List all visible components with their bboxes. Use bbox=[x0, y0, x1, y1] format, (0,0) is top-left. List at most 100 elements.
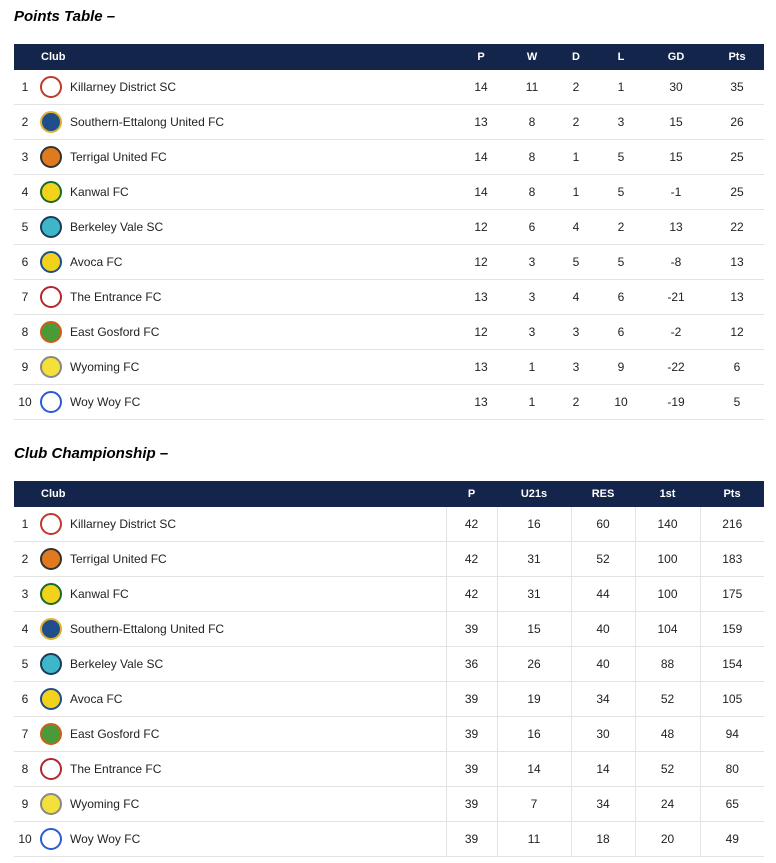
table-row: 1 Killarney District SC 14 11 2 1 30 35 bbox=[14, 70, 765, 105]
club-name: Terrigal United FC bbox=[70, 150, 167, 164]
stat: 154 bbox=[699, 646, 765, 682]
rank: 6 bbox=[14, 681, 36, 717]
column-header: RES bbox=[571, 481, 636, 507]
table-row: 10 Woy Woy FC 13 1 2 10 -19 5 bbox=[14, 384, 765, 420]
club-logo bbox=[40, 146, 62, 168]
stat: 216 bbox=[699, 507, 765, 542]
stat: 8 bbox=[512, 174, 553, 210]
club-name: Woy Woy FC bbox=[70, 832, 141, 846]
club-cell: Southern-Ettalong United FC bbox=[36, 611, 447, 647]
rank: 10 bbox=[14, 384, 36, 420]
club-logo bbox=[40, 758, 62, 780]
stat: 12 bbox=[450, 314, 513, 350]
stat: 11 bbox=[496, 821, 572, 857]
table-row: 3 Terrigal United FC 14 8 1 5 15 25 bbox=[14, 139, 765, 175]
club-name: The Entrance FC bbox=[70, 762, 162, 776]
stat: -21 bbox=[642, 279, 711, 315]
stat: 7 bbox=[496, 786, 572, 822]
club-logo bbox=[40, 583, 62, 605]
stat: 16 bbox=[496, 716, 572, 752]
rank: 3 bbox=[14, 139, 36, 175]
stat: 2 bbox=[552, 384, 601, 420]
stat: 36 bbox=[445, 646, 498, 682]
table-row: 9 Wyoming FC 13 1 3 9 -22 6 bbox=[14, 349, 765, 385]
points-table: Club P W D L GD Pts 1 Killarney District SC 14 11 2… bbox=[14, 44, 765, 420]
club-cell: The Entrance FC bbox=[36, 751, 447, 787]
club-cell: Avoca FC bbox=[36, 244, 451, 280]
stat: 13 bbox=[450, 384, 513, 420]
table-row: 1 Killarney District SC 42 16 60 140 216 bbox=[14, 507, 765, 542]
stat: 94 bbox=[699, 716, 765, 752]
club-logo bbox=[40, 76, 62, 98]
stat: 13 bbox=[642, 209, 711, 245]
stat: 1 bbox=[600, 70, 643, 105]
stat: 34 bbox=[570, 786, 636, 822]
stat: 18 bbox=[570, 821, 636, 857]
club-logo bbox=[40, 548, 62, 570]
table-row: 5 Berkeley Vale SC 36 26 40 88 154 bbox=[14, 646, 765, 682]
stat: 8 bbox=[512, 139, 553, 175]
club-name: Berkeley Vale SC bbox=[70, 657, 164, 671]
stat: 14 bbox=[450, 70, 513, 105]
club-name: Woy Woy FC bbox=[70, 395, 141, 409]
stat: 16 bbox=[496, 507, 572, 542]
column-header: Club bbox=[14, 44, 451, 70]
club-logo bbox=[40, 216, 62, 238]
stat: 140 bbox=[634, 507, 701, 542]
stat: 14 bbox=[450, 174, 513, 210]
stat: 12 bbox=[450, 244, 513, 280]
stat: 104 bbox=[634, 611, 701, 647]
stat: 105 bbox=[699, 681, 765, 717]
stat: 39 bbox=[445, 611, 498, 647]
rank: 8 bbox=[14, 314, 36, 350]
stat: 15 bbox=[496, 611, 572, 647]
club-name: Avoca FC bbox=[70, 692, 123, 706]
stat: 159 bbox=[699, 611, 765, 647]
section-title: Club Championship – bbox=[14, 445, 169, 462]
column-header: P bbox=[450, 44, 513, 70]
stat: 1 bbox=[512, 384, 553, 420]
table-row: 5 Berkeley Vale SC 12 6 4 2 13 22 bbox=[14, 209, 765, 245]
stat: 24 bbox=[634, 786, 701, 822]
stat: 60 bbox=[570, 507, 636, 542]
club-logo bbox=[40, 513, 62, 535]
stat: 25 bbox=[710, 174, 765, 210]
table-row: 7 The Entrance FC 13 3 4 6 -21 13 bbox=[14, 279, 765, 315]
club-logo bbox=[40, 391, 62, 413]
section-title: Points Table – bbox=[14, 8, 116, 25]
club-cell: Wyoming FC bbox=[36, 786, 447, 822]
stat: 12 bbox=[450, 209, 513, 245]
club-cell: Killarney District SC bbox=[36, 507, 447, 542]
rank: 6 bbox=[14, 244, 36, 280]
stat: 2 bbox=[552, 104, 601, 140]
stat: 13 bbox=[450, 104, 513, 140]
rank: 4 bbox=[14, 611, 36, 647]
club-cell: Avoca FC bbox=[36, 681, 447, 717]
stat: 42 bbox=[445, 576, 498, 612]
club-logo bbox=[40, 688, 62, 710]
stat: -2 bbox=[642, 314, 711, 350]
stat: 3 bbox=[512, 244, 553, 280]
stat: 2 bbox=[552, 70, 601, 105]
stat: 25 bbox=[710, 139, 765, 175]
table-body: 1 Killarney District SC 14 11 2 1 30 35 2 Souther… bbox=[14, 70, 765, 420]
stat: 40 bbox=[570, 611, 636, 647]
club-name: East Gosford FC bbox=[70, 325, 160, 339]
club-name: Terrigal United FC bbox=[70, 552, 167, 566]
column-header: L bbox=[600, 44, 643, 70]
stat: 3 bbox=[512, 314, 553, 350]
table-row: 4 Kanwal FC 14 8 1 5 -1 25 bbox=[14, 174, 765, 210]
stat: 6 bbox=[600, 314, 643, 350]
championship-table: Club P U21s RES 1st Pts 1 Killarney District SC… bbox=[14, 481, 765, 857]
stat: 3 bbox=[600, 104, 643, 140]
stat: 4 bbox=[552, 209, 601, 245]
table-row: 9 Wyoming FC 39 7 34 24 65 bbox=[14, 786, 765, 822]
stat: 26 bbox=[496, 646, 572, 682]
stat: -22 bbox=[642, 349, 711, 385]
club-cell: Berkeley Vale SC bbox=[36, 646, 447, 682]
club-name: Southern-Ettalong United FC bbox=[70, 622, 225, 636]
rank: 10 bbox=[14, 821, 36, 857]
club-name: Wyoming FC bbox=[70, 360, 140, 374]
rank: 1 bbox=[14, 507, 36, 542]
